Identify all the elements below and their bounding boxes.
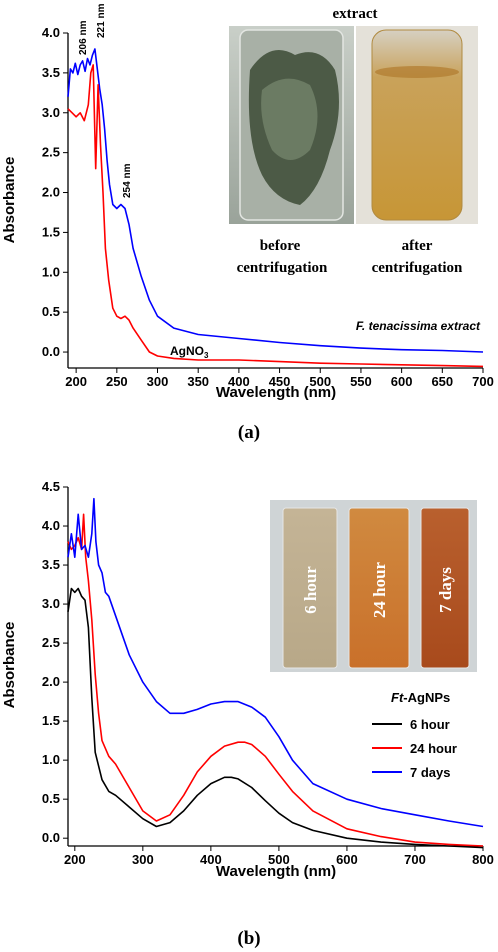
legend-label-7-days: 7 days (410, 765, 450, 780)
chart-a-y-tick-label: 0.5 (42, 304, 60, 319)
chart-b-x-tick-label: 300 (132, 852, 154, 867)
chart-a-y-tick-label: 1.0 (42, 264, 60, 279)
vial-label-24-hour: 24 hour (370, 561, 389, 618)
photo-extract: extract before centrifugation after cent… (229, 6, 478, 276)
photo-vials: 6 hour 24 hour 7 days (270, 500, 477, 672)
chart-b-y-title: Absorbance (1, 622, 18, 709)
vial-24-hour (348, 507, 410, 669)
chart-a-x-tick-label: 700 (472, 374, 494, 389)
chart-a-ticks: 200 250 300 350 400 450 500 550 600 650 700 0.0 0.5 1… (42, 25, 494, 389)
chart-a-x-tick-label: 650 (431, 374, 453, 389)
series-label-agno3: AgNO3 (170, 344, 209, 360)
chart-a-y-tick-label: 2.0 (42, 185, 60, 200)
chart-b-y-tick-label: 0.0 (42, 830, 60, 845)
chart-b-series-6-hour (67, 587, 484, 849)
vial-label-7-days: 7 days (436, 567, 455, 613)
legend-label-6-hour: 6 hour (410, 717, 450, 732)
chart-a-x-tick-label: 500 (309, 374, 331, 389)
leaf-highlight (261, 78, 318, 160)
chart-a-x-tick-label: 300 (147, 374, 169, 389)
chart-b-y-tick-label: 4.0 (42, 518, 60, 533)
photo-after-tube (371, 29, 463, 221)
chart-a-x-tick-label: 450 (269, 374, 291, 389)
chart-b-x-tick-label: 200 (64, 852, 86, 867)
chart-b-series (67, 497, 484, 849)
chart-a-series-f-tenacissima-extract (67, 48, 484, 353)
chart-b-series-7-days (67, 497, 484, 828)
chart-b-x-tick-label: 600 (336, 852, 358, 867)
chart-b-y-tick-label: 3.5 (42, 557, 60, 572)
chart-b-legend: Ft-AgNPs 6 hour 24 hour 7 days (372, 690, 457, 780)
chart-a-y-tick-label: 0.0 (42, 344, 60, 359)
chart-a-y-tick-label: 3.0 (42, 105, 60, 120)
chart-b-x-tick-label: 500 (268, 852, 290, 867)
chart-a-y-title: Absorbance (1, 157, 18, 244)
photo-after-caption-1: after (402, 238, 433, 254)
chart-a-x-tick-label: 350 (187, 374, 209, 389)
panel-label-a: (a) (238, 422, 260, 443)
vial-6-hour (282, 507, 338, 669)
legend-title: Ft-AgNPs (391, 690, 450, 705)
chart-a-y-tick-label: 3.5 (42, 65, 60, 80)
chart-b-y-tick-label: 0.5 (42, 791, 60, 806)
panel-label-b: (b) (237, 928, 260, 949)
chart-b-y-tick-label: 3.0 (42, 596, 60, 611)
annotation-221nm: 221 nm (96, 3, 107, 38)
chart-b-ticks: 200 300 400 500 600 700 800 0.0 0.5 1.0 1.5 2.0 2.5 3… (42, 479, 494, 867)
series-label-extract: F. tenacissima extract (356, 319, 481, 333)
chart-b-y-tick-label: 1.5 (42, 713, 60, 728)
chart-b-series-24-hour (67, 513, 484, 847)
chart-a-y-tick-label: 1.5 (42, 224, 60, 239)
chart-b-y-tick-label: 1.0 (42, 752, 60, 767)
chart-a-x-tick-label: 200 (65, 374, 87, 389)
chart-a-x-tick-label: 250 (106, 374, 128, 389)
legend-label-24-hour: 24 hour (410, 741, 457, 756)
photo-a-title: extract (333, 6, 378, 22)
chart-b-y-tick-label: 4.5 (42, 479, 60, 494)
photo-before-caption-2: centrifugation (237, 260, 328, 276)
chart-b-x-tick-label: 400 (200, 852, 222, 867)
chart-a-x-tick-label: 550 (350, 374, 372, 389)
annotation-206nm: 206 nm (78, 20, 89, 55)
chart-a-series (67, 48, 484, 368)
chart-a-x-title: Wavelength (nm) (216, 384, 336, 401)
chart-b-x-title: Wavelength (nm) (216, 863, 336, 880)
vial-7-days (420, 507, 470, 669)
chart-b-y-tick-label: 2.5 (42, 635, 60, 650)
chart-a-x-tick-label: 400 (228, 374, 250, 389)
annotation-254nm: 254 nm (122, 163, 133, 198)
tube-meniscus (375, 66, 459, 78)
chart-a-y-tick-label: 2.5 (42, 145, 60, 160)
chart-a-x-tick-label: 600 (391, 374, 413, 389)
chart-b-x-tick-label: 700 (404, 852, 426, 867)
photo-before-caption-1: before (260, 238, 301, 254)
vial-label-6-hour: 6 hour (301, 566, 320, 614)
chart-a-series-agno3 (67, 64, 484, 368)
chart-b-frame (67, 487, 483, 847)
chart-b-y-tick-label: 2.0 (42, 674, 60, 689)
chart-b-x-tick-label: 800 (472, 852, 494, 867)
photo-after-caption-2: centrifugation (372, 260, 463, 276)
chart-a-y-tick-label: 4.0 (42, 25, 60, 40)
